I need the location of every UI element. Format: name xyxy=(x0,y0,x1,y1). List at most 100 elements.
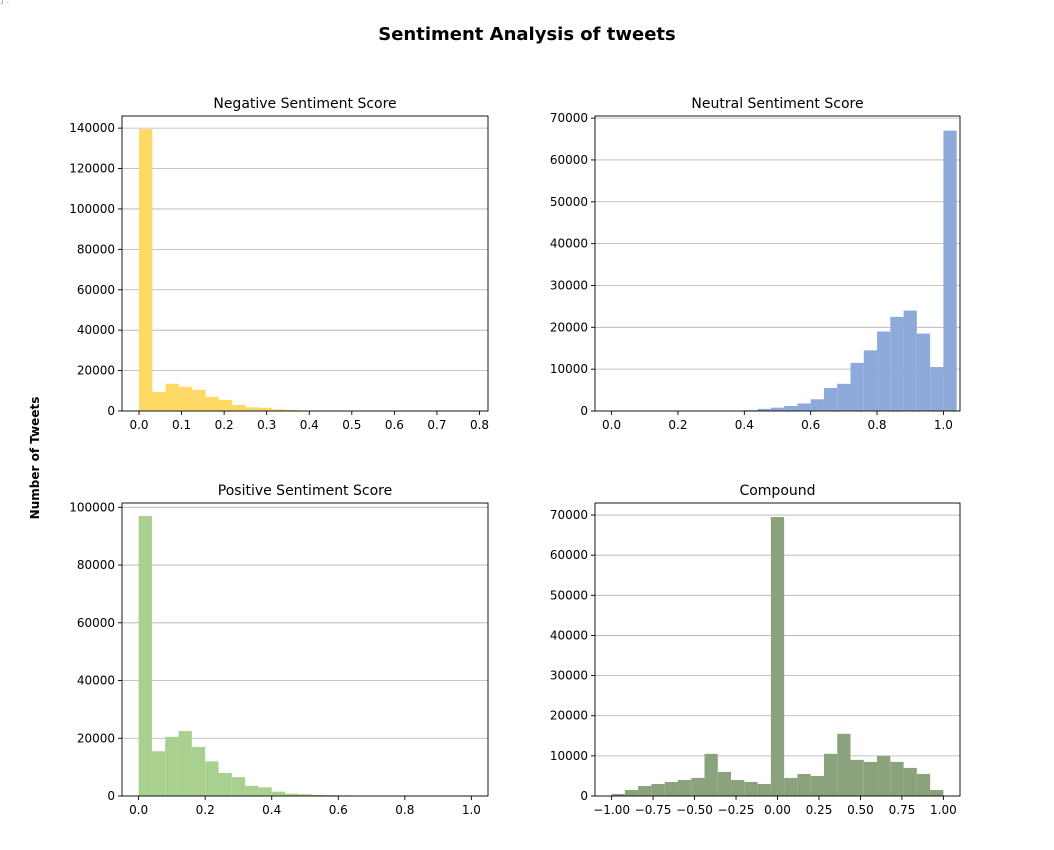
neutral-bar xyxy=(943,130,957,411)
neutral-bar xyxy=(810,399,824,411)
neutral-ytick-label: 20000 xyxy=(550,320,588,334)
neutral-bar xyxy=(823,387,838,411)
negative-bar xyxy=(139,129,153,412)
compound-ytick-label: 0 xyxy=(580,789,588,803)
negative-panel-title: Negative Sentiment Score xyxy=(213,96,396,112)
neutral-ytick-label: 50000 xyxy=(550,195,588,209)
negative-bar xyxy=(192,389,206,411)
compound-bar xyxy=(784,777,798,796)
compound-bar xyxy=(850,759,864,796)
neutral-bar xyxy=(930,367,944,411)
positive-ytick-label: 40000 xyxy=(77,674,115,688)
compound-bar xyxy=(704,753,718,796)
neutral-bar xyxy=(903,310,917,411)
negative-xtick-label: 0.1 xyxy=(172,418,191,432)
compound-bar xyxy=(664,781,678,796)
corner-mark: ] : xyxy=(0,0,10,6)
negative-ytick-label: 20000 xyxy=(77,364,115,378)
negative-bar xyxy=(205,396,219,411)
compound-bar xyxy=(691,777,705,796)
positive-xtick-label: 0.4 xyxy=(262,803,281,817)
negative-ytick-label: 100000 xyxy=(69,202,115,216)
positive-bar xyxy=(231,777,246,796)
positive-bar xyxy=(218,772,232,796)
positive-bar xyxy=(311,794,325,796)
compound-bar xyxy=(731,779,745,796)
negative-xtick-label: 0.8 xyxy=(470,418,489,432)
negative-bar xyxy=(272,409,286,411)
compound-ytick-label: 60000 xyxy=(550,548,588,562)
positive-bar xyxy=(151,751,166,796)
neutral-xtick-label: 0.0 xyxy=(602,418,621,432)
compound-xtick-label: 1.00 xyxy=(930,803,957,817)
neutral-ytick-label: 60000 xyxy=(550,153,588,167)
negative-ytick-label: 140000 xyxy=(69,121,115,135)
positive-ytick-label: 0 xyxy=(107,789,115,803)
positive-bar xyxy=(285,793,299,796)
positive-panel: 0.0 0.2 0.4 0.6 0.8 1.0 0 20000 40000 60000 80000 1… xyxy=(69,483,489,817)
compound-bar xyxy=(837,733,851,796)
positive-bar xyxy=(298,794,312,796)
negative-bar xyxy=(152,391,166,411)
compound-bar xyxy=(611,793,625,796)
negative-xtick-label: 0.0 xyxy=(129,418,148,432)
neutral-xtick-label: 0.8 xyxy=(867,418,886,432)
compound-bar xyxy=(930,789,944,796)
compound-bar xyxy=(744,781,758,796)
compound-xtick-label: 0.25 xyxy=(806,803,833,817)
compound-bar xyxy=(651,783,665,796)
negative-xtick-label: 0.5 xyxy=(342,418,361,432)
positive-bar xyxy=(138,515,152,796)
compound-bar xyxy=(890,761,904,796)
compound-xtick-label: 0.00 xyxy=(764,803,791,817)
negative-bar xyxy=(245,407,259,411)
negative-xtick-label: 0.7 xyxy=(427,418,446,432)
compound-ytick-label: 50000 xyxy=(550,588,588,602)
positive-bar xyxy=(191,746,206,796)
negative-bar xyxy=(285,409,299,411)
neutral-ytick-label: 10000 xyxy=(550,362,588,376)
compound-bar xyxy=(757,783,771,796)
neutral-axes-frame xyxy=(594,115,961,412)
compound-panel-title: Compound xyxy=(739,483,815,499)
negative-bar xyxy=(178,386,193,411)
positive-ytick-label: 100000 xyxy=(69,500,115,514)
compound-ytick-label: 40000 xyxy=(550,628,588,642)
positive-bar xyxy=(205,761,219,796)
figure-ylabel: Number of Tweets xyxy=(28,397,42,520)
compound-ytick-label: 10000 xyxy=(550,749,588,763)
compound-bar xyxy=(624,789,639,796)
negative-panel: 0.0 0.1 0.2 0.3 0.4 0.5 0.6 0.7 0.8 0 20000 40000 60… xyxy=(69,96,489,432)
neutral-bar xyxy=(890,316,904,411)
compound-bar xyxy=(877,755,891,796)
positive-axes-frame xyxy=(121,502,489,797)
neutral-bar xyxy=(877,331,891,411)
neutral-panel-title: Neutral Sentiment Score xyxy=(691,96,863,112)
neutral-xtick-label: 0.4 xyxy=(735,418,754,432)
negative-bar xyxy=(232,404,246,411)
neutral-bar xyxy=(850,362,864,411)
neutral-ytick-label: 30000 xyxy=(550,278,588,292)
positive-xtick-label: 0.6 xyxy=(329,803,348,817)
neutral-ytick-label: 70000 xyxy=(550,111,588,125)
positive-bar xyxy=(245,785,259,796)
negative-bar xyxy=(258,407,273,411)
positive-xtick-label: 0.0 xyxy=(129,803,148,817)
compound-xtick-label: −0.75 xyxy=(635,803,672,817)
positive-bar xyxy=(165,736,179,796)
neutral-bar xyxy=(784,405,798,411)
positive-bar xyxy=(178,731,192,796)
compound-xtick-label: 0.75 xyxy=(889,803,916,817)
figure-title: Sentiment Analysis of tweets xyxy=(378,24,676,45)
compound-xtick-label: −0.50 xyxy=(676,803,713,817)
negative-ytick-label: 0 xyxy=(107,404,115,418)
neutral-bar xyxy=(797,403,811,411)
negative-bar xyxy=(165,383,179,411)
neutral-bar xyxy=(863,350,878,411)
compound-xtick-label: −1.00 xyxy=(593,803,630,817)
neutral-panel: 0.0 0.2 0.4 0.6 0.8 1.0 0 10000 20000 30000 40000 5… xyxy=(550,96,961,432)
compound-bar xyxy=(797,773,811,796)
negative-xtick-label: 0.2 xyxy=(215,418,234,432)
neutral-bar xyxy=(916,333,931,411)
